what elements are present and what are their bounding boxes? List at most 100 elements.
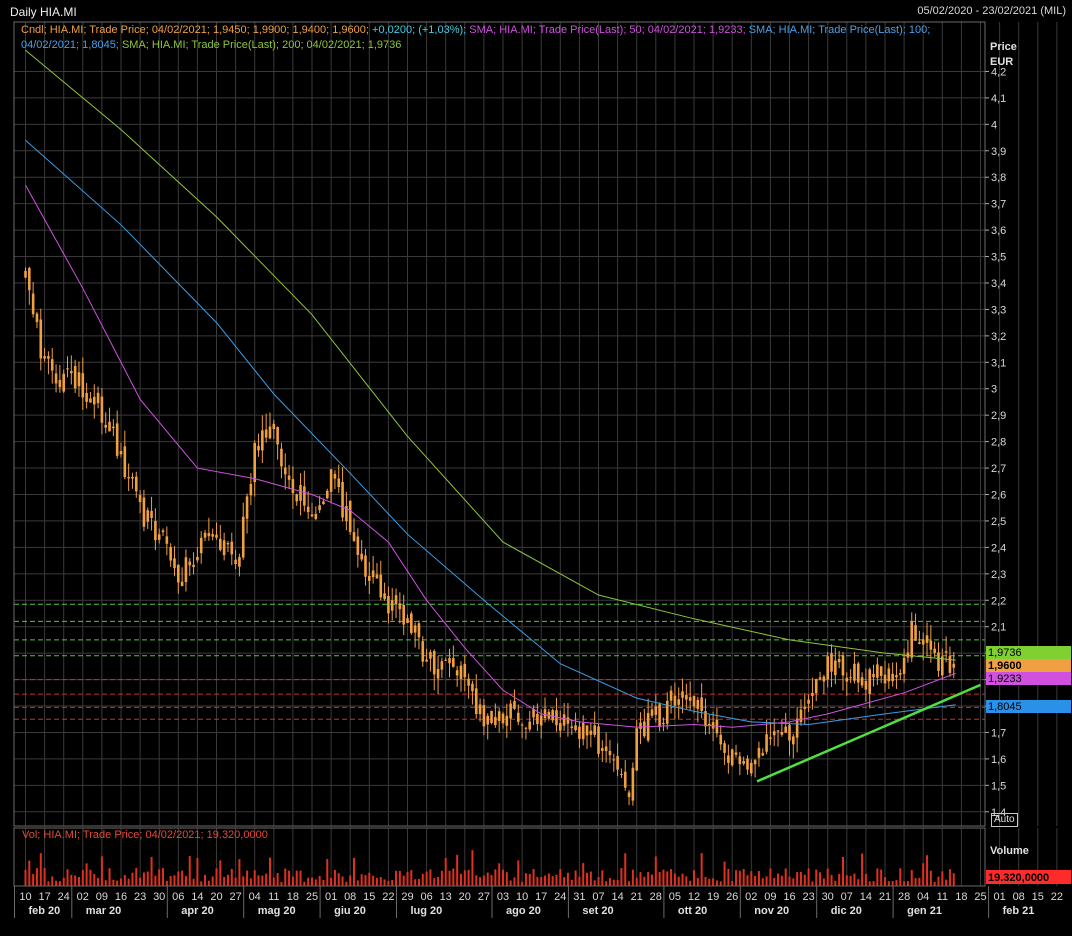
volume-bar [482,875,485,886]
volume-bar [47,881,50,886]
candle-body [532,709,535,718]
x-day-label: 16 [115,891,127,903]
x-day-label: 07 [841,891,853,903]
candle-body [134,476,138,492]
candle-body [276,427,279,445]
volume-bar [242,876,245,886]
volume-bar [807,868,810,886]
volume-bar [822,878,825,886]
volume-bar [589,871,592,886]
candle-body [772,731,776,736]
candle-body [459,665,463,680]
volume-bar [322,879,325,886]
candle-body [765,734,768,752]
volume-bar [142,872,145,886]
volume-bar [246,870,249,886]
candle-body [776,730,780,732]
volume-bar [658,872,661,886]
candle-body [520,724,524,726]
volume-bar [884,877,886,886]
y-tick-label: 1,6 [991,754,1006,766]
volume-bar [544,875,547,886]
legend-candle: Cndl; HIA.MI; Trade Price; 04/02/2021; 1… [21,24,369,36]
candle-body [100,396,104,423]
candle-body [879,666,883,676]
volume-bar [861,853,864,886]
volume-bar [647,872,650,886]
volume-bar [948,869,951,886]
volume-bar [349,875,352,886]
volume-bar [746,875,749,886]
price-tag-bg [986,646,1071,659]
volume-bar [66,869,69,886]
x-month-label: gen 21 [907,905,942,917]
candle-body [685,695,688,700]
volume-bar [437,876,440,886]
auto-scale-button[interactable]: Auto [991,813,1018,827]
candle-body [280,448,283,467]
x-month-label: lug 20 [411,905,443,917]
volume-bar [880,869,883,886]
candle-body [394,595,398,605]
volume-bar [624,853,627,886]
volume-bar [872,881,875,886]
candle-body [742,760,745,764]
volume-bar [605,881,608,886]
volume-bar [723,861,726,886]
volume-bar [673,873,676,886]
price-axis-title: Price EUR [990,40,1017,70]
candle-body [486,715,490,725]
volume-bar [479,877,482,886]
candle-body [578,726,581,739]
volume-bar [39,853,42,886]
volume-bar [712,878,715,886]
volume-bar [841,856,844,886]
candle-body [929,640,933,650]
volume-bar [597,877,600,886]
candle-body [146,510,150,522]
candle-body [383,593,386,600]
volume-bar [372,875,375,886]
candle-body [306,506,310,513]
candle-body [891,673,894,682]
candle-body [413,625,417,633]
x-day-label: 12 [688,891,700,903]
volume-bar [719,881,722,886]
volume-bar [35,868,38,886]
candle-body [616,756,619,770]
candle-body [757,747,761,758]
candle-body [314,513,318,520]
volume-bar [616,879,619,886]
candle-body [421,641,425,662]
volume-bar [238,859,241,886]
volume-bar [444,857,447,886]
candle-body [581,723,585,740]
candle-body [157,534,161,540]
candle-body [868,669,872,694]
x-day-label: 23 [134,891,146,903]
x-day-label: 23 [802,891,814,903]
candle-body [253,443,256,483]
y-tick-label: 4,1 [991,93,1006,105]
y-tick-label: 3,9 [991,146,1006,158]
candle-body [944,651,948,653]
candle-body [47,356,50,359]
x-day-label: 15 [1032,891,1044,903]
candle-body [623,771,627,788]
volume-bar [876,868,879,886]
volume-bar [353,857,356,886]
candle-body [375,574,379,579]
volume-bar [108,868,111,886]
volume-bar [230,868,233,886]
x-day-label: 18 [287,891,299,903]
candle-body [516,712,520,722]
volume-bar [284,868,287,886]
volume-bar [784,868,787,886]
volume-bar [914,878,917,886]
volume-bar [452,868,455,886]
candle-body [161,530,165,533]
candle-body [406,618,409,623]
volume-bar [670,869,673,886]
